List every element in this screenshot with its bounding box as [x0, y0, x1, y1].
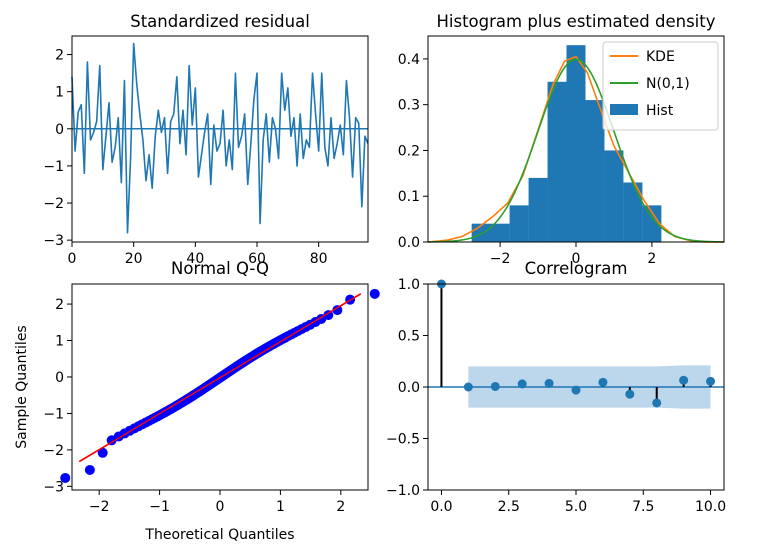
correlogram-frame	[427, 283, 725, 491]
residual-y-tick-label: −1	[43, 159, 64, 175]
correlogram-y-tick-label: −0.5	[386, 432, 420, 448]
correlogram-y-tick-label: −1.0	[386, 483, 420, 499]
correlogram-title: Correlogram	[525, 259, 628, 278]
histogram-panel: Histogram plus estimated density −2 0 2 0.0…	[398, 12, 725, 267]
residual-y-tick-label: 2	[55, 48, 64, 64]
histogram-x-tick-label: −2	[490, 251, 511, 267]
histogram-y-tick-label: 0.0	[398, 235, 420, 251]
correlogram-x-tick-label: 10.0	[695, 499, 726, 515]
correlogram-x-tick-label: 7.5	[632, 499, 654, 515]
acf-marker	[706, 376, 716, 386]
qq-point	[60, 472, 71, 483]
residual-x-tick-label: 40	[186, 251, 204, 267]
histogram-y-tick-label: 0.2	[398, 143, 420, 159]
acf-marker	[544, 378, 554, 388]
correlogram-panel: Correlogram 0.0 2.5 5.0 7.5 10.0 −1.0 −0.5 0.0 0…	[386, 259, 726, 515]
acf-marker	[679, 375, 689, 385]
qq-y-tick-label: −2	[43, 443, 64, 459]
qq-point	[84, 464, 95, 475]
qq-y-tick-label: 2	[55, 297, 64, 313]
residual-panel: Standardized residual 0 20 40 60 80 −3 −2 −1 0 1 2	[43, 12, 369, 267]
residual-y-tick-label: 1	[55, 85, 64, 101]
residual-y-tick-label: −2	[43, 196, 64, 212]
histogram-y-tick-label: 0.3	[398, 98, 420, 114]
hist-bar	[509, 205, 529, 242]
residual-series-line	[71, 42, 369, 234]
qq-x-tick-label: −1	[149, 499, 170, 515]
qq-y-tick-label: −1	[43, 406, 64, 422]
correlogram-x-tick-label: 5.0	[565, 499, 587, 515]
kde-line	[427, 55, 724, 243]
correlogram-x-tick-label: 0.0	[430, 499, 452, 515]
qq-point	[323, 310, 334, 321]
correlogram-x-tick-label: 2.5	[498, 499, 520, 515]
hist-bar	[528, 177, 548, 242]
histogram-legend: KDE N(0,1) Hist	[602, 41, 719, 131]
qq-point	[332, 305, 343, 316]
acf-marker	[463, 382, 473, 392]
acf-marker	[598, 377, 608, 387]
hist-bar	[547, 81, 567, 243]
residual-y-tick-label: −3	[43, 233, 64, 249]
normal-density-line	[427, 58, 725, 243]
hist-bar	[566, 45, 586, 243]
correlogram-y-tick-label: 0.5	[398, 329, 420, 345]
qq-point	[97, 447, 108, 458]
residual-x-tick-label: 0	[68, 251, 77, 267]
legend-normal-entry-label: N(0,1)	[646, 76, 690, 92]
histogram-title: Histogram plus estimated density	[436, 12, 715, 31]
acf-marker	[571, 385, 581, 395]
qq-y-tick-label: 1	[55, 334, 64, 350]
qq-y-axis-label: Sample Quantiles	[14, 325, 30, 448]
qq-frame	[71, 283, 369, 491]
qq-x-tick-label: −2	[89, 499, 110, 515]
acf-marker	[517, 379, 527, 389]
hist-bar	[604, 150, 624, 242]
residual-title: Standardized residual	[130, 12, 310, 31]
acf-marker	[652, 398, 662, 408]
legend-kde-entry-label: KDE	[646, 49, 675, 65]
hist-bar	[585, 100, 605, 242]
acf-marker	[625, 389, 635, 399]
qq-y-tick-label: −3	[43, 479, 64, 495]
histogram-frame	[427, 35, 725, 243]
qq-x-tick-label: 2	[336, 499, 345, 515]
acf-marker	[490, 381, 500, 391]
qq-reference-line-overlay	[78, 293, 362, 463]
qq-panel: Normal Q-Q Theoretical Quantiles Sample …	[14, 259, 380, 543]
correlogram-y-tick-label: 1.0	[398, 277, 420, 293]
hist-bar	[642, 205, 662, 242]
residual-x-tick-label: 60	[248, 251, 266, 267]
legend-hist-entry-label: Hist	[646, 103, 674, 119]
histogram-y-tick-label: 0.4	[398, 52, 420, 68]
residual-y-tick-label: 0	[55, 122, 64, 138]
hist-bar	[623, 182, 643, 242]
qq-point	[369, 288, 380, 299]
qq-x-tick-label: 0	[216, 499, 225, 515]
correlogram-y-tick-label: 0.0	[398, 380, 420, 396]
qq-x-tick-label: 1	[276, 499, 285, 515]
qq-x-axis-label: Theoretical Quantiles	[144, 527, 294, 543]
hist-bar	[471, 223, 510, 242]
qq-y-tick-label: 0	[55, 370, 64, 386]
histogram-y-tick-label: 0.1	[398, 189, 420, 205]
histogram-x-tick-label: 0	[572, 251, 581, 267]
legend-hist-entry-patch	[610, 104, 638, 115]
histogram-x-tick-label: 2	[647, 251, 656, 267]
residual-frame	[71, 35, 369, 243]
residual-x-tick-label: 80	[310, 251, 328, 267]
qq-title: Normal Q-Q	[171, 259, 269, 278]
residual-x-tick-label: 20	[125, 251, 143, 267]
